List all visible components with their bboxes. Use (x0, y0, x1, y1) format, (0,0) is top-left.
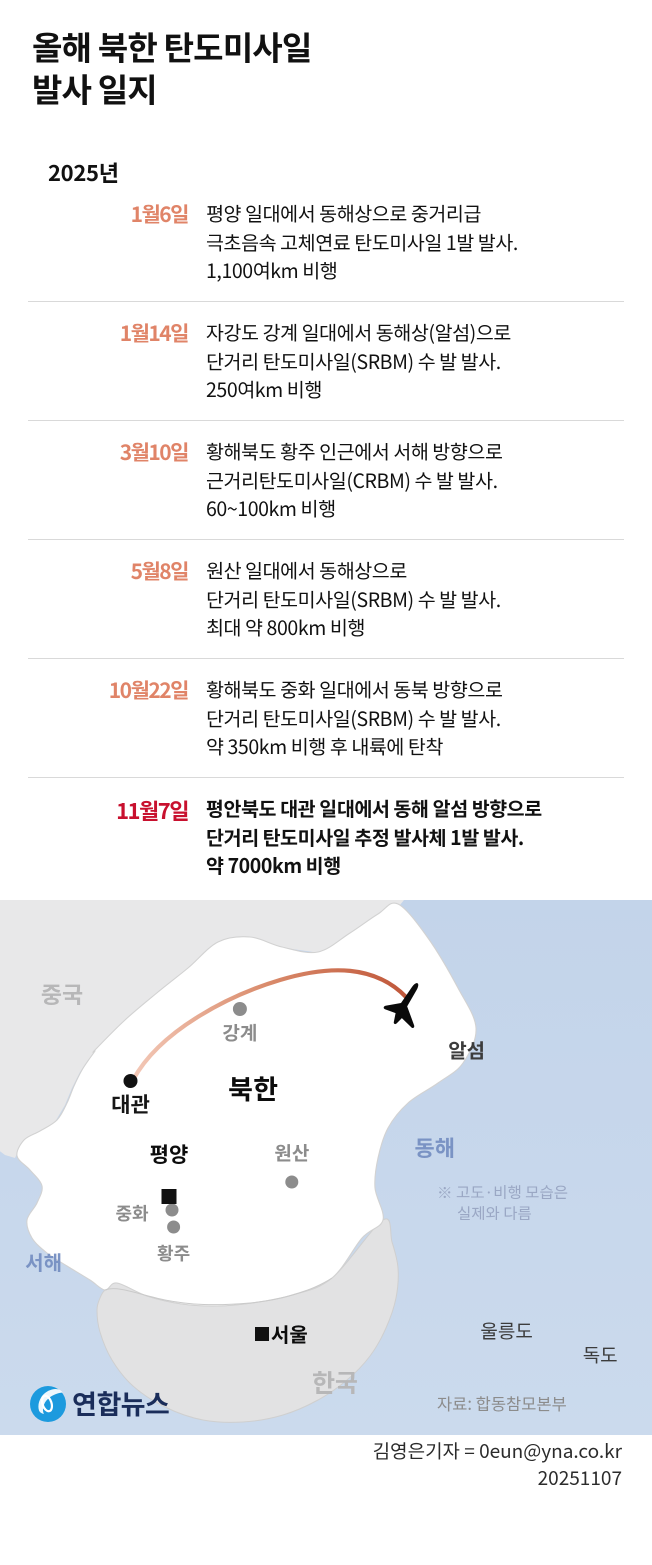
svg-text:서울: 서울 (271, 1319, 308, 1348)
svg-text:실제와 다름: 실제와 다름 (457, 1202, 532, 1224)
svg-text:※ 고도·비행 모습은: ※ 고도·비행 모습은 (437, 1181, 568, 1203)
svg-text:원산: 원산 (274, 1139, 309, 1166)
svg-text:황주: 황주 (157, 1240, 190, 1266)
svg-text:독도: 독도 (583, 1341, 618, 1368)
svg-text:중화: 중화 (115, 1200, 149, 1226)
svg-text:자료: 합동참모본부: 자료: 합동참모본부 (437, 1391, 567, 1415)
svg-text:연합뉴스: 연합뉴스 (72, 1383, 169, 1422)
svg-text:북한: 북한 (228, 1068, 278, 1107)
svg-text:동해: 동해 (415, 1131, 455, 1163)
svg-text:한국: 한국 (312, 1364, 358, 1400)
svg-text:강계: 강계 (222, 1019, 257, 1046)
svg-text:대관: 대관 (111, 1089, 150, 1119)
svg-text:서해: 서해 (25, 1247, 62, 1276)
svg-text:평양: 평양 (150, 1139, 189, 1169)
svg-text:알섬: 알섬 (448, 1035, 485, 1064)
svg-text:중국: 중국 (41, 976, 83, 1010)
svg-text:울릉도: 울릉도 (480, 1317, 532, 1344)
